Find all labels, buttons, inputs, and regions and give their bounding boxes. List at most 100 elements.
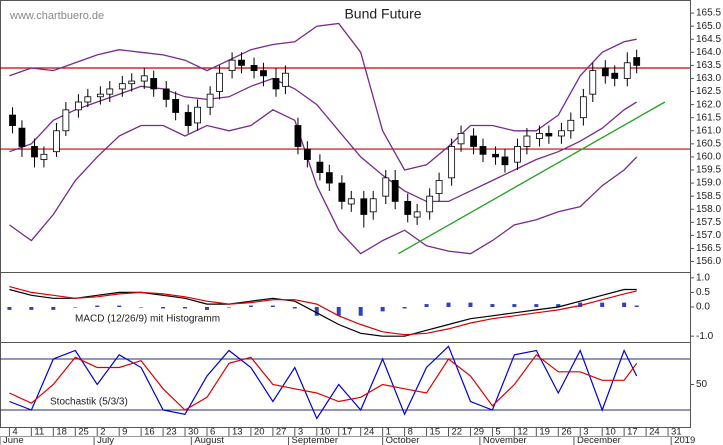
macd-line — [9, 286, 637, 336]
y-tick-label: 165.0 — [696, 21, 721, 32]
candle-body — [62, 109, 70, 132]
candle-body — [96, 93, 104, 98]
histogram-bar — [205, 307, 209, 310]
x-tick-label: 3 — [298, 427, 303, 438]
x-tick-label: 9 — [122, 427, 127, 438]
y-tick-label: 50 — [696, 379, 708, 390]
y-tick-label: 163.5 — [696, 60, 721, 71]
histogram-bar — [402, 307, 407, 309]
month-label: December — [577, 435, 621, 445]
histogram-bar — [622, 302, 627, 307]
candle-body — [250, 64, 258, 72]
x-tick-label: 1 — [386, 427, 391, 438]
histogram-bar — [95, 305, 100, 307]
candle-body — [448, 146, 456, 179]
candle-body — [611, 72, 619, 79]
panel-frame — [0, 272, 691, 343]
histogram-bar — [424, 304, 429, 307]
candle-body — [426, 195, 434, 213]
x-tick-label: 18 — [56, 427, 67, 438]
y-tick-label: -1.0 — [696, 331, 714, 342]
x-tick-label: 6 — [210, 427, 215, 438]
x-tick-label: 19 — [539, 427, 550, 438]
trend-line — [397, 101, 666, 255]
candle-body — [470, 135, 477, 147]
histogram-bar — [600, 302, 605, 307]
candle-body — [391, 180, 399, 202]
candle-body — [75, 101, 82, 111]
candle-body — [601, 67, 609, 77]
histogram-bar — [270, 305, 275, 307]
candle-body — [40, 153, 48, 160]
candle-body — [579, 96, 587, 119]
histogram-bar — [336, 307, 341, 316]
macd-line — [9, 288, 637, 337]
candle-body — [316, 161, 324, 174]
histogram-bar — [248, 305, 253, 307]
panel-frame — [0, 342, 691, 428]
candle-body — [84, 96, 92, 103]
histogram-bar — [578, 302, 583, 307]
y-tick-label: 157.5 — [696, 217, 721, 228]
candle-body — [558, 130, 565, 137]
histogram-bar — [161, 307, 166, 309]
x-tick-label: 12 — [517, 427, 528, 438]
candle-body — [514, 146, 521, 163]
candle-body — [282, 72, 289, 87]
y-tick-label: 157.0 — [696, 230, 721, 241]
candle-body — [106, 88, 114, 95]
panel-label: MACD (12/26/9) mit Histogramm — [75, 314, 220, 325]
histogram-bar — [556, 304, 561, 307]
y-tick-label: 165.5 — [696, 8, 721, 19]
y-tick-label: 164.0 — [696, 47, 721, 58]
candle-body — [118, 83, 126, 90]
x-tick-label: 11 — [34, 427, 44, 438]
y-tick-label: 158.5 — [696, 191, 721, 202]
x-tick-label: 16 — [144, 427, 155, 438]
x-tick-label: 23 — [166, 427, 177, 438]
x-tick-label: 31 — [671, 427, 682, 438]
bollinger-band — [9, 109, 638, 255]
candle-body — [53, 130, 60, 153]
y-tick-label: 158.0 — [696, 204, 721, 215]
candle-body — [457, 132, 465, 145]
histogram-bar — [117, 305, 122, 307]
histogram-bar — [534, 304, 539, 307]
y-tick-label: 162.0 — [696, 99, 721, 110]
x-tick-label: 24 — [364, 427, 375, 438]
candle-body — [260, 70, 267, 77]
x-tick-label: 13 — [232, 427, 243, 438]
panel-label: Stochastik (5/3/3) — [50, 397, 128, 408]
chart-title: Bund Future — [344, 6, 421, 22]
candle-body — [523, 135, 531, 147]
candle-body — [294, 125, 302, 147]
x-tick-label: 25 — [78, 427, 89, 438]
x-tick-label: 4 — [12, 427, 17, 438]
histogram-bar — [29, 307, 34, 310]
histogram-bar — [51, 307, 56, 310]
watermark: www.chartbuero.de — [9, 10, 104, 22]
x-tick-label: 5 — [495, 427, 500, 438]
histogram-bar — [73, 307, 78, 308]
stochastic-line — [9, 345, 638, 420]
candle-body — [184, 112, 192, 126]
histogram-bar — [314, 307, 319, 316]
candle-body — [589, 70, 597, 95]
y-tick-label: 159.0 — [696, 178, 721, 189]
candle-body — [338, 182, 346, 202]
bollinger-band — [9, 77, 638, 203]
candle-body — [492, 153, 499, 158]
stochastic-line — [9, 353, 638, 411]
histogram-bar — [490, 304, 495, 307]
histogram-bar — [380, 307, 385, 312]
x-tick-label: 17 — [627, 427, 638, 438]
x-tick-label: 29 — [473, 427, 484, 438]
histogram-bar — [468, 302, 473, 307]
y-tick-label: 1.0 — [696, 272, 710, 283]
candle-body — [325, 172, 333, 184]
x-tick-label: 22 — [452, 427, 463, 438]
candle-body — [194, 106, 201, 124]
histogram-bar — [512, 304, 517, 307]
y-tick-label: 161.5 — [696, 112, 721, 123]
y-tick-label: 160.5 — [696, 138, 721, 149]
